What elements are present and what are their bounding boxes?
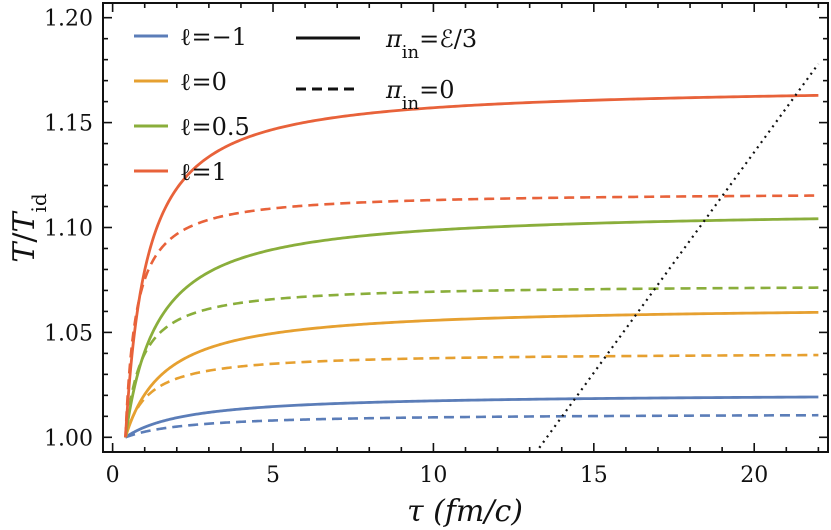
y-axis-label-denom: T [7,211,42,233]
y-axis-label-sub: id [27,193,51,212]
x-tick-label: 10 [419,463,447,488]
legend-label-3: ℓ=1 [180,158,227,186]
x-tick-label: 15 [580,463,608,488]
series-dashed-1 [124,353,819,438]
y-tick-label: 1.00 [44,426,93,451]
plot-frame [102,2,829,453]
series-dashed-2 [124,286,819,438]
x-axis-label-text: τ (fm/c) [407,494,523,529]
x-axis-label: τ (fm/c) [407,494,523,529]
x-axis-ticks: 0 5 10 15 20 [106,3,820,488]
legend-style-label-0: πin=ℰ/3 [385,25,477,63]
x-tick-label: 5 [266,463,280,488]
series-dashed-0 [125,413,819,439]
legend-ell: ℓ=−1 ℓ=0 ℓ=0.5 ℓ=1 [134,23,250,186]
plot-lines [124,63,820,449]
legend-style-label-1: πin=0 [385,76,455,114]
y-tick-label: 1.10 [44,217,93,242]
x-tick-label: 0 [106,463,120,488]
legend-label-0: ℓ=−1 [180,23,247,51]
series-dashed-3 [124,194,819,438]
x-tick-label: 20 [740,463,768,488]
series-solid-1 [124,310,819,438]
dotted-reference-line [538,63,820,449]
y-tick-label: 1.20 [44,7,93,32]
y-axis-label: T/Tid [7,193,51,263]
y-tick-label: 1.15 [44,112,93,137]
legend-label-2: ℓ=0.5 [180,113,250,141]
series-solid-0 [124,395,819,439]
series-solid-3 [124,93,819,438]
y-axis-label-main: T [7,241,42,263]
y-tick-label: 1.05 [44,321,93,346]
series-solid-2 [124,217,819,438]
legend-linestyle: πin=ℰ/3 πin=0 [296,25,477,114]
legend-label-1: ℓ=0 [180,68,227,96]
